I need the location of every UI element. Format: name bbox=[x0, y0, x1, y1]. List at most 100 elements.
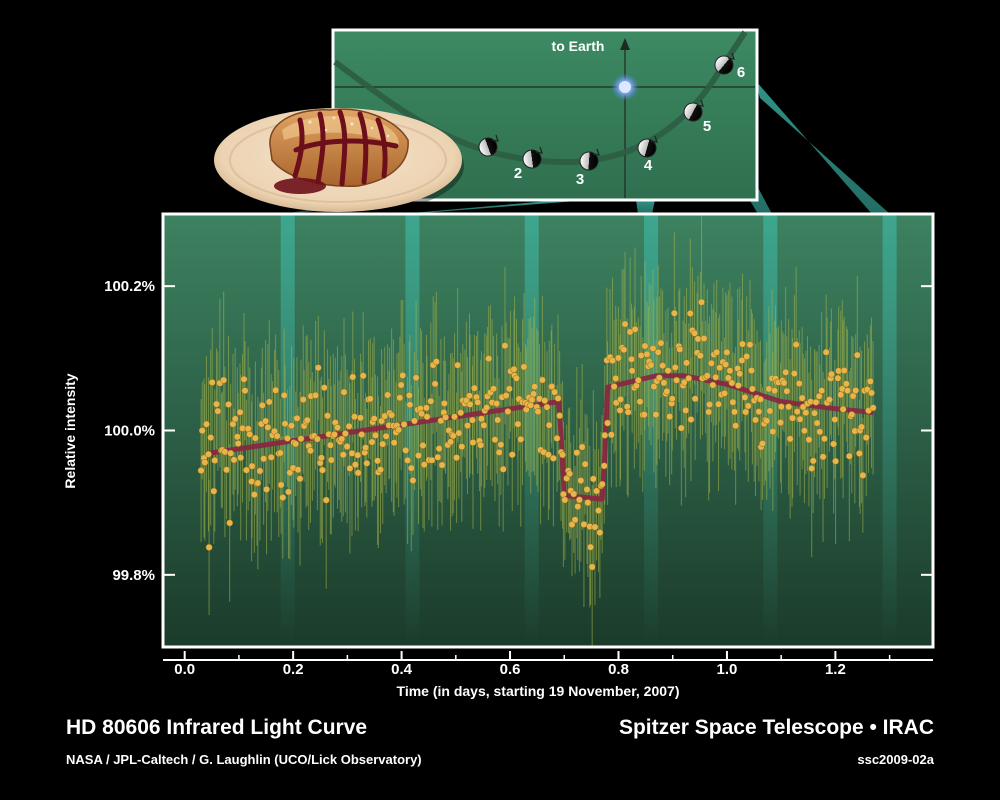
data-point bbox=[254, 479, 262, 487]
data-point bbox=[600, 462, 608, 470]
data-point bbox=[685, 374, 693, 382]
data-point bbox=[474, 398, 482, 406]
data-point bbox=[580, 520, 588, 528]
data-point bbox=[233, 433, 241, 441]
data-point bbox=[208, 378, 216, 386]
sauce-pool bbox=[274, 178, 326, 194]
data-point bbox=[272, 386, 280, 394]
data-point bbox=[326, 441, 334, 449]
data-point bbox=[260, 455, 268, 463]
planet-disc bbox=[683, 102, 703, 122]
data-point bbox=[830, 440, 838, 448]
planet-markers: 2 3 4 5 6 bbox=[478, 52, 745, 188]
earth-label: to Earth bbox=[552, 38, 605, 54]
data-point bbox=[559, 490, 567, 498]
data-point bbox=[296, 475, 304, 483]
data-point bbox=[837, 391, 845, 399]
data-point bbox=[501, 342, 509, 350]
data-point bbox=[687, 416, 695, 423]
food-photo bbox=[214, 108, 464, 216]
data-point bbox=[628, 355, 635, 363]
data-point bbox=[721, 389, 728, 397]
data-point bbox=[759, 440, 766, 448]
data-point bbox=[453, 454, 461, 462]
planet-5 bbox=[683, 99, 704, 122]
data-point bbox=[816, 428, 824, 436]
data-point bbox=[549, 454, 557, 462]
beam-4 bbox=[636, 200, 655, 214]
data-point bbox=[442, 413, 450, 421]
data-point bbox=[832, 457, 840, 465]
data-point bbox=[748, 367, 755, 374]
data-point bbox=[334, 424, 341, 431]
data-point bbox=[214, 407, 222, 415]
data-point bbox=[620, 346, 628, 354]
data-point bbox=[395, 426, 403, 434]
data-point bbox=[703, 372, 711, 380]
data-point bbox=[477, 415, 485, 423]
data-point bbox=[362, 444, 370, 452]
data-point bbox=[435, 445, 443, 453]
data-point bbox=[825, 396, 833, 404]
data-point bbox=[264, 423, 272, 431]
data-point bbox=[819, 453, 827, 461]
data-point bbox=[423, 413, 431, 421]
planet-disc bbox=[637, 138, 657, 158]
data-point bbox=[267, 453, 275, 461]
data-point bbox=[405, 391, 413, 399]
data-point bbox=[297, 435, 305, 443]
data-point bbox=[279, 494, 287, 501]
data-point bbox=[593, 487, 600, 495]
data-point bbox=[351, 461, 359, 469]
data-point bbox=[734, 381, 742, 389]
data-point bbox=[287, 422, 295, 430]
data-point bbox=[483, 404, 491, 412]
data-point bbox=[712, 373, 720, 381]
data-point bbox=[822, 348, 830, 356]
data-point bbox=[676, 345, 684, 353]
data-point bbox=[504, 408, 512, 415]
data-point bbox=[700, 335, 708, 342]
data-point bbox=[451, 413, 458, 421]
data-point bbox=[709, 381, 717, 389]
data-point bbox=[616, 406, 624, 414]
data-point bbox=[527, 401, 535, 409]
position-label: 5 bbox=[703, 118, 711, 135]
data-point bbox=[728, 379, 736, 387]
data-point bbox=[276, 449, 284, 457]
data-point bbox=[664, 367, 672, 375]
data-point bbox=[343, 443, 351, 450]
data-point bbox=[404, 456, 412, 464]
data-point bbox=[211, 457, 219, 464]
data-point bbox=[686, 310, 694, 317]
highlight-band-6 bbox=[882, 214, 897, 647]
model-curve bbox=[206, 373, 874, 502]
data-point bbox=[354, 451, 362, 459]
data-point bbox=[402, 446, 410, 454]
data-point bbox=[223, 466, 230, 474]
data-point bbox=[785, 403, 793, 411]
data-point bbox=[418, 410, 426, 418]
data-point bbox=[659, 362, 667, 370]
data-point bbox=[573, 449, 581, 457]
data-point bbox=[359, 372, 367, 380]
data-point bbox=[338, 435, 346, 443]
data-point bbox=[220, 376, 228, 384]
data-point bbox=[636, 398, 644, 406]
data-point bbox=[584, 499, 592, 507]
data-point bbox=[480, 421, 488, 429]
data-point bbox=[610, 383, 618, 390]
data-point bbox=[682, 406, 690, 414]
data-point bbox=[808, 464, 816, 472]
data-point bbox=[766, 407, 774, 415]
data-point bbox=[320, 384, 328, 392]
data-point bbox=[657, 339, 665, 347]
data-point bbox=[457, 409, 465, 417]
data-point bbox=[517, 435, 525, 443]
data-point bbox=[660, 379, 668, 387]
data-point bbox=[382, 432, 390, 440]
data-point bbox=[765, 385, 773, 393]
data-point bbox=[248, 462, 256, 470]
data-point bbox=[755, 408, 763, 416]
